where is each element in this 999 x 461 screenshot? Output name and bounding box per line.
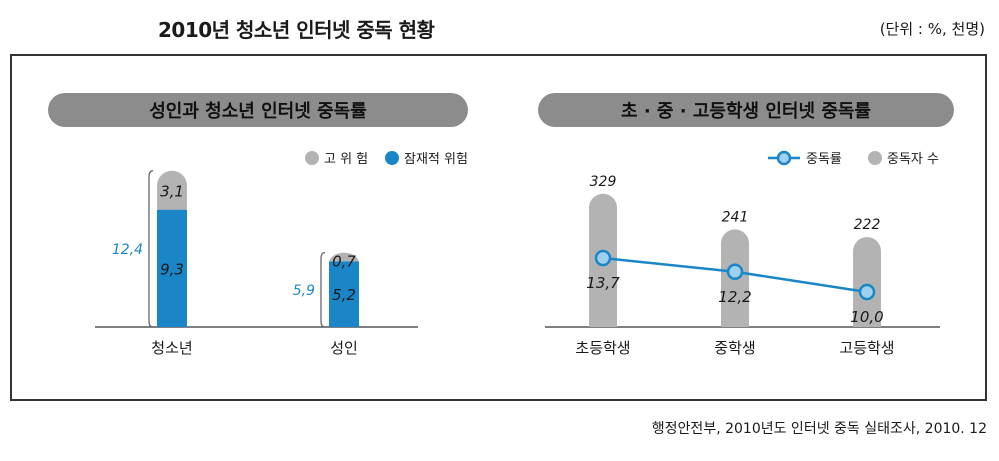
- addiction-rate-point: [858, 283, 876, 301]
- left-panel-title: 성인과 청소년 인터넷 중독률: [149, 101, 367, 122]
- bar-high-risk-label: 3,1: [160, 182, 184, 200]
- addiction-rate-point: [594, 249, 612, 267]
- legend-swatch-addict-count: [868, 151, 882, 165]
- bar-addict-count-label: 329: [590, 174, 617, 190]
- total-label: 12,4: [112, 242, 143, 258]
- legend-marker-addiction-rate: [776, 150, 792, 166]
- legend-swatch-high-risk: [305, 151, 319, 165]
- bar-high-risk-label: 0,7: [332, 253, 356, 271]
- legend-label-potential-risk: 잠재적 위험: [404, 152, 468, 167]
- source-note: 행정안전부, 2010년도 인터넷 중독 실태조사, 2010. 12: [651, 421, 987, 437]
- legend-label-high-risk: 고 위 험: [324, 152, 368, 167]
- x-category-label: 청소년: [151, 339, 192, 357]
- addiction-rate-point: [726, 263, 744, 281]
- x-category-label: 중학생: [714, 339, 755, 357]
- bar-addict-count: [853, 237, 881, 327]
- chart-frame: [10, 54, 987, 401]
- total-brace: [148, 170, 154, 328]
- legend-swatch-potential-risk: [385, 151, 399, 165]
- bar-potential-risk-label: 5,2: [332, 286, 356, 304]
- addiction-rate-label: 13,7: [586, 274, 620, 292]
- x-category-label: 초등학생: [575, 339, 630, 357]
- unit-note: (단위 : %, 천명): [879, 20, 985, 38]
- legend-label-addiction-rate: 중독률: [806, 152, 842, 167]
- bar-addict-count-base: [853, 313, 881, 327]
- bar-potential-risk-label: 9,3: [160, 260, 184, 278]
- legend-label-addict-count: 중독자 수: [887, 152, 939, 167]
- addiction-rate-label: 10,0: [850, 308, 883, 326]
- right-panel-header: [538, 93, 954, 127]
- addiction-rate-label: 12,2: [718, 288, 751, 306]
- total-brace: [320, 252, 326, 328]
- bar-addict-count-label: 222: [854, 217, 881, 233]
- bar-potential-risk: [329, 261, 359, 327]
- bar-addict-count-base: [589, 313, 617, 327]
- bar-high-risk: [157, 170, 187, 222]
- right-panel-title: 초 · 중 · 고등학생 인터넷 중독률: [621, 100, 871, 122]
- x-category-label: 고등학생: [839, 339, 894, 357]
- left-panel-header: [48, 93, 468, 127]
- main-title: 2010년 청소년 인터넷 중독 현황: [158, 18, 435, 42]
- bar-addict-count-label: 241: [722, 209, 749, 225]
- x-category-label: 성인: [330, 339, 358, 357]
- bar-addict-count-base: [721, 313, 749, 327]
- bar-potential-risk: [157, 209, 187, 327]
- total-label: 5,9: [293, 283, 315, 299]
